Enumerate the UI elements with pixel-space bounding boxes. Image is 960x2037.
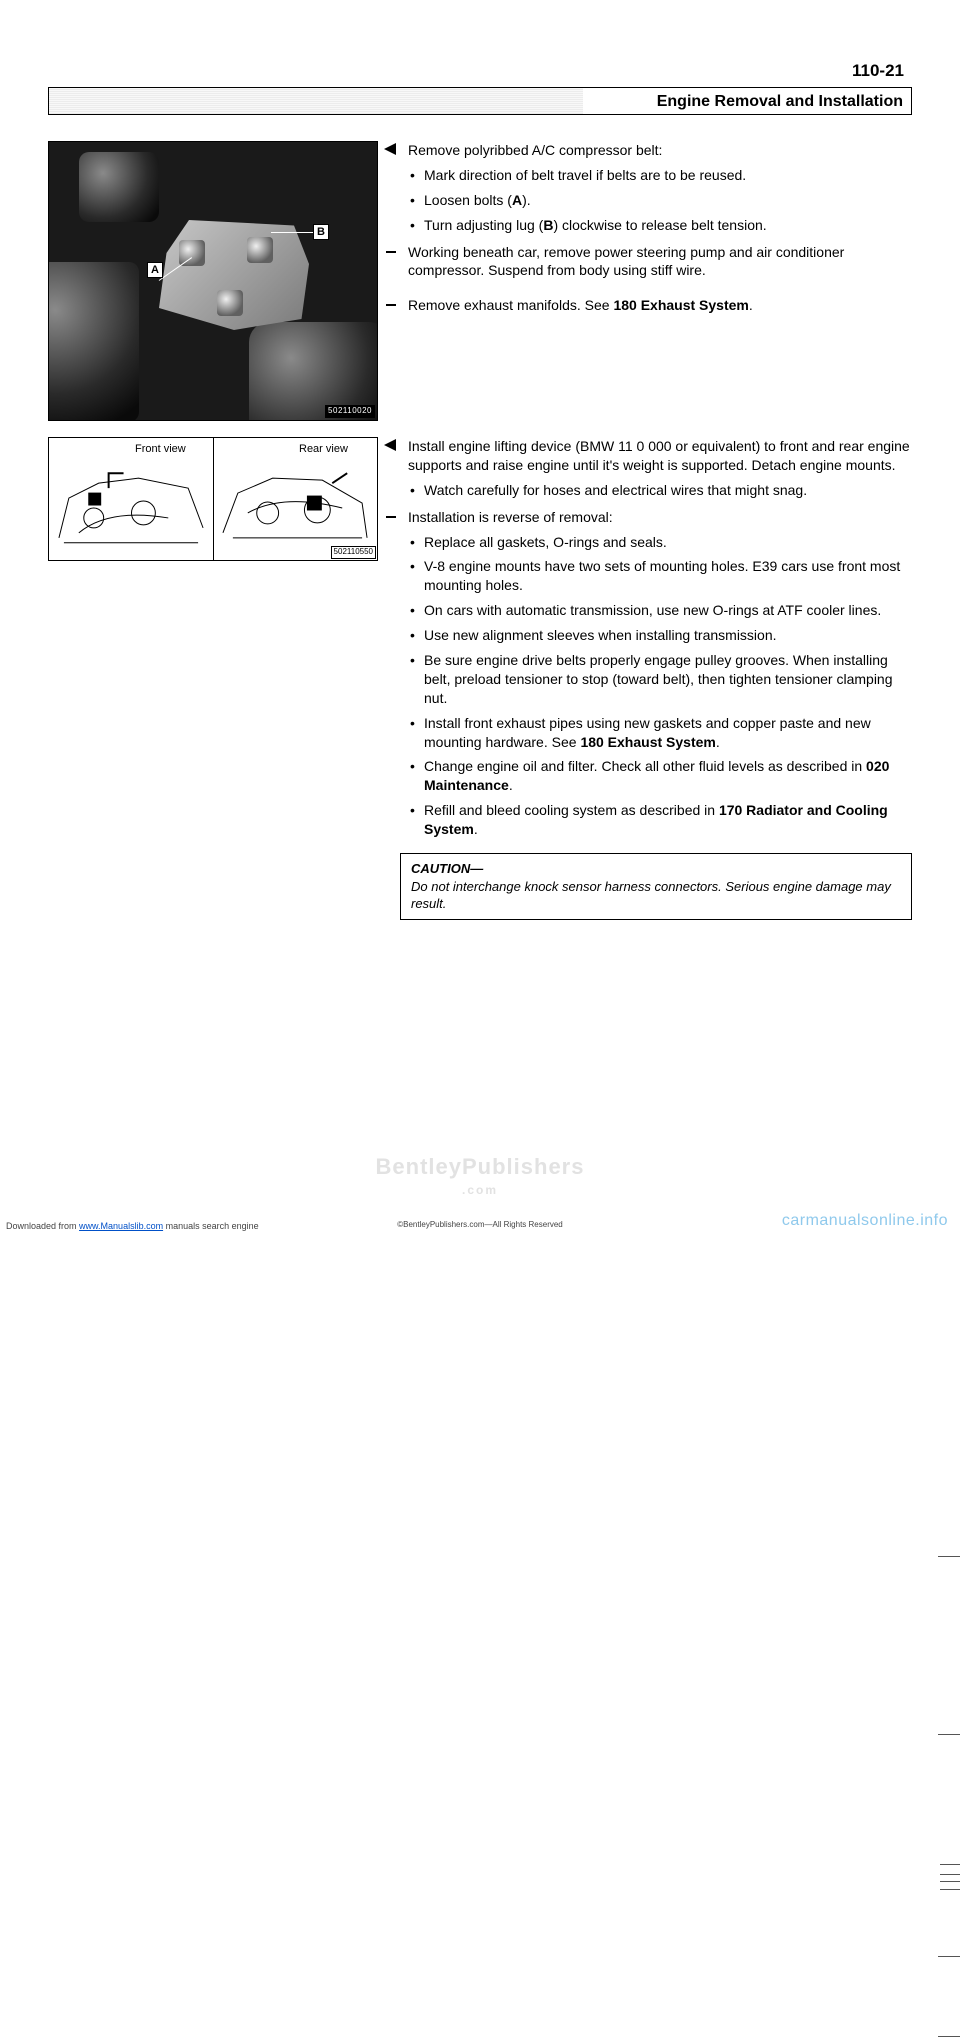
bullet-item: Turn adjusting lug (B) clockwise to rele… — [424, 216, 912, 235]
figure-compressor-belt: B A 502110020 — [48, 141, 378, 421]
step-remove-belt: Remove polyribbed A/C compressor belt: — [408, 142, 662, 158]
lifting-bullets: Watch carefully for hoses and electrical… — [408, 481, 912, 500]
caution-box: CAUTION— Do not interchange knock sensor… — [400, 853, 912, 920]
arrow-icon — [384, 143, 396, 155]
dash-icon — [386, 251, 396, 253]
bullet-item: Loosen bolts (A). — [424, 191, 912, 210]
arrow-icon — [384, 439, 396, 451]
bullet-item: Change engine oil and filter. Check all … — [424, 757, 912, 795]
bullet-item: Mark direction of belt travel if belts a… — [424, 166, 912, 185]
rear-view-label: Rear view — [299, 442, 348, 457]
figure2-code: 502110550 — [331, 546, 376, 559]
bullet-item: On cars with automatic transmission, use… — [424, 601, 912, 620]
front-view-label: Front view — [135, 442, 186, 457]
step-remove-manifolds: Remove exhaust manifolds. See 180 Exhaus… — [408, 297, 753, 313]
footer-brand: carmanualsonline.info — [782, 1210, 948, 1232]
dash-icon — [386, 516, 396, 518]
callout-b: B — [313, 224, 329, 240]
bullet-item: Watch carefully for hoses and electrical… — [424, 481, 912, 500]
bullet-item: Replace all gaskets, O-rings and seals. — [424, 533, 912, 552]
callout-a: A — [147, 262, 163, 278]
figure-engine-views: Front view Rear view — [48, 437, 378, 561]
bullet-item: Install front exhaust pipes using new ga… — [424, 714, 912, 752]
section-header: Engine Removal and Installation — [48, 87, 912, 115]
belt-bullets: Mark direction of belt travel if belts a… — [408, 166, 912, 235]
caution-heading: CAUTION— — [411, 861, 483, 876]
install-bullets: Replace all gaskets, O-rings and seals. … — [408, 533, 912, 839]
watermark-sub: .com — [376, 1182, 585, 1198]
step-installation-reverse: Installation is reverse of removal: — [408, 509, 613, 525]
bullet-item: Be sure engine drive belts properly enga… — [424, 651, 912, 708]
step-remove-pump: Working beneath car, remove power steeri… — [408, 244, 844, 279]
watermark: BentleyPublishers .com — [376, 1152, 585, 1198]
bullet-item: Use new alignment sleeves when installin… — [424, 626, 912, 645]
footer-copyright: ©BentleyPublishers.com—All Rights Reserv… — [397, 1220, 563, 1231]
step-install-lifting: Install engine lifting device (BMW 11 0 … — [408, 438, 910, 473]
bullet-item: Refill and bleed cooling system as descr… — [424, 801, 912, 839]
dash-icon — [386, 304, 396, 306]
caution-body: Do not interchange knock sensor harness … — [411, 878, 901, 913]
footer-left: Downloaded from www.Manualslib.com manua… — [6, 1221, 259, 1231]
header-pattern — [49, 88, 583, 114]
page-number: 110-21 — [48, 60, 912, 83]
manualslib-link[interactable]: www.Manualslib.com — [79, 1221, 163, 1231]
header-title: Engine Removal and Installation — [657, 91, 903, 113]
figure1-code: 502110020 — [325, 405, 375, 418]
bullet-item: V-8 engine mounts have two sets of mount… — [424, 557, 912, 595]
footer: Downloaded from www.Manualslib.com manua… — [6, 1220, 954, 1232]
